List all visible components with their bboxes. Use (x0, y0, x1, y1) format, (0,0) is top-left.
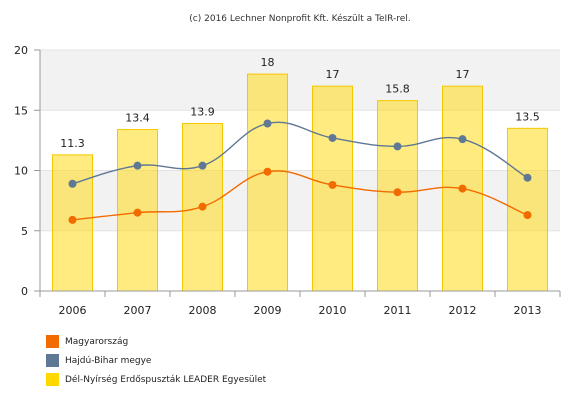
bar (442, 85, 483, 292)
line-hajdu-bihar (72, 121, 528, 185)
legend-item[interactable]: Dél-Nyírség Erdőspuszták LEADER Egyesüle… (46, 370, 266, 389)
data-point (393, 142, 402, 151)
bar-data-label: 17 (326, 68, 340, 81)
data-point (458, 135, 467, 144)
legend-swatch (46, 373, 59, 386)
y-tick-label: 20 (14, 44, 28, 57)
axes: 0 5 10 15 20 2006 2007 2008 2009 2010 2011 2012 2013 (14, 44, 561, 317)
data-point (393, 188, 402, 197)
line-magyarorszag (72, 170, 528, 221)
x-tick-label: 2006 (59, 304, 87, 317)
y-tick-label: 0 (21, 285, 28, 298)
bar-data-label: 17 (456, 68, 470, 81)
data-point (523, 173, 532, 182)
data-point (263, 119, 272, 128)
legend-swatch (46, 335, 59, 348)
bar-data-label: 13.9 (190, 106, 215, 119)
data-point (68, 215, 77, 224)
bar-labels: 11.3 13.4 13.9 18 17 15.8 17 13.5 (60, 56, 540, 150)
bar (507, 127, 548, 292)
bar-data-label: 18 (261, 56, 275, 69)
bar-data-label: 13.5 (515, 110, 540, 123)
x-tick-label: 2007 (124, 304, 152, 317)
legend-item[interactable]: Magyarország (46, 332, 266, 351)
chart-svg: (c) 2016 Lechner Nonprofit Kft. Készült … (14, 13, 561, 317)
bar-data-label: 13.4 (125, 112, 150, 125)
x-tick-label: 2012 (449, 304, 477, 317)
x-tick-label: 2011 (384, 304, 412, 317)
bar-data-label: 15.8 (385, 83, 410, 96)
legend-label: Hajdú-Bihar megye (65, 355, 152, 366)
x-tick-label: 2009 (254, 304, 282, 317)
x-tick-label: 2010 (319, 304, 347, 317)
legend: Magyarország Hajdú-Bihar megye Dél-Nyírség… (46, 332, 266, 389)
legend-label: Magyarország (65, 336, 129, 347)
data-point (133, 208, 142, 217)
data-point (198, 161, 207, 170)
data-point (198, 202, 207, 211)
y-tick-label: 5 (21, 225, 28, 238)
data-point (328, 180, 337, 189)
bar (247, 73, 288, 292)
data-point (133, 161, 142, 170)
x-tick-label: 2013 (514, 304, 542, 317)
legend-swatch (46, 354, 59, 367)
x-tick-label: 2008 (189, 304, 217, 317)
bar-data-label: 11.3 (60, 137, 85, 150)
data-point (458, 184, 467, 193)
legend-label: Dél-Nyírség Erdőspuszták LEADER Egyesüle… (65, 374, 267, 385)
y-tick-label: 15 (14, 104, 28, 117)
y-tick-label: 10 (14, 165, 28, 178)
data-point (68, 179, 77, 188)
lines (68, 119, 532, 224)
bar (377, 100, 418, 292)
data-point (263, 167, 272, 176)
chart-title: (c) 2016 Lechner Nonprofit Kft. Készült … (189, 13, 410, 24)
data-point (523, 211, 532, 220)
legend-item[interactable]: Hajdú-Bihar megye (46, 351, 266, 370)
data-point (328, 133, 337, 142)
